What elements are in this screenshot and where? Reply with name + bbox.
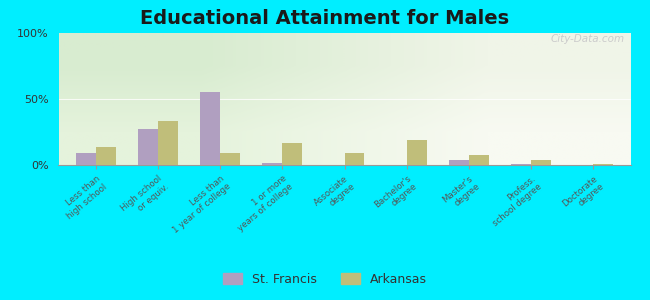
Text: Educational Attainment for Males: Educational Attainment for Males <box>140 9 510 28</box>
Bar <box>158 122 178 165</box>
Bar <box>511 164 531 165</box>
Bar <box>96 146 116 165</box>
Bar <box>138 129 158 165</box>
Text: City-Data.com: City-Data.com <box>551 34 625 44</box>
Bar <box>200 92 220 165</box>
Bar <box>593 164 613 165</box>
Bar <box>407 140 426 165</box>
Legend: St. Francis, Arkansas: St. Francis, Arkansas <box>218 268 432 291</box>
Bar <box>282 142 302 165</box>
Bar <box>220 153 240 165</box>
Bar <box>469 155 489 165</box>
Bar <box>344 153 365 165</box>
Bar <box>263 163 282 165</box>
Bar <box>76 153 96 165</box>
Bar <box>449 160 469 165</box>
Bar <box>531 160 551 165</box>
